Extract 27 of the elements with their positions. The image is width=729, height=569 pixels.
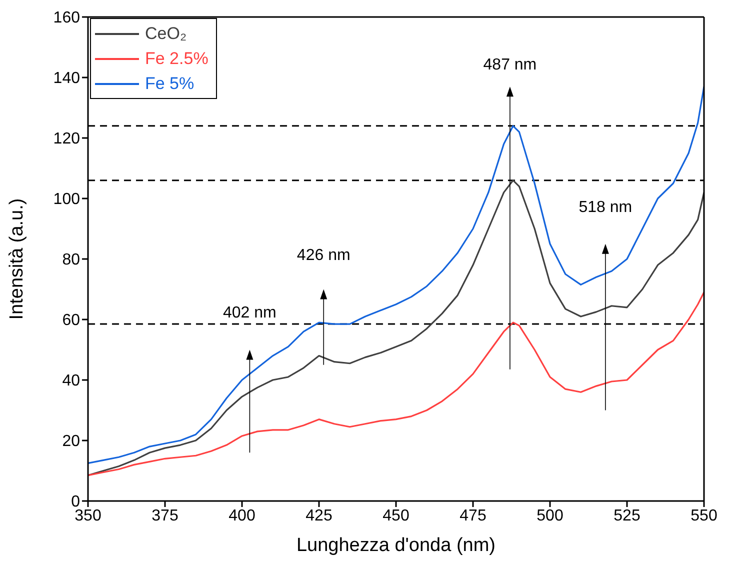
legend-label: Fe 5% bbox=[145, 74, 194, 94]
legend-label: CeO₂ bbox=[145, 24, 187, 44]
y-tick-label: 100 bbox=[53, 191, 80, 208]
y-tick-label: 60 bbox=[62, 312, 80, 330]
annotation: 487 nm bbox=[483, 56, 537, 74]
y-tick-label: 140 bbox=[53, 70, 80, 88]
y-tick-label: 20 bbox=[62, 433, 80, 450]
y-tick-label: 160 bbox=[53, 10, 80, 27]
x-tick-label: 450 bbox=[382, 507, 410, 524]
x-tick-label: 525 bbox=[614, 507, 640, 524]
x-tick-label: 500 bbox=[536, 507, 564, 524]
line-series bbox=[88, 180, 704, 476]
y-tick-label: 80 bbox=[62, 252, 80, 269]
annotation: 426 nm bbox=[296, 247, 350, 264]
x-tick-label: 375 bbox=[152, 507, 178, 524]
x-axis-title: Lunghezza d'onda (nm) bbox=[296, 535, 496, 556]
y-axis-title: Intensità (a.u.) bbox=[6, 198, 28, 320]
x-tick-label: 425 bbox=[306, 507, 332, 524]
y-tick-label: 40 bbox=[62, 372, 80, 390]
annotation: 518 nm bbox=[578, 198, 632, 216]
line-series bbox=[88, 291, 704, 476]
x-tick-label: 475 bbox=[460, 507, 486, 524]
x-tick-label: 550 bbox=[690, 507, 718, 524]
x-tick-label: 400 bbox=[228, 507, 256, 524]
annotation: 402 nm bbox=[223, 304, 276, 322]
legend-label: Fe 2.5% bbox=[145, 48, 208, 68]
y-tick-label: 120 bbox=[53, 130, 80, 148]
